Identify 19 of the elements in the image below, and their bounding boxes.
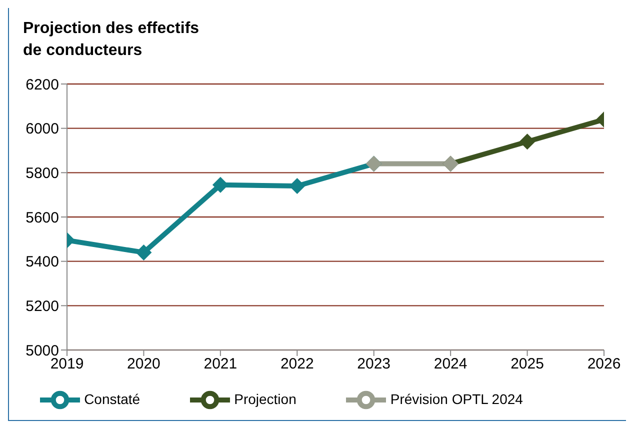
x-tick-label: 2020 — [127, 356, 160, 373]
x-tick-label: 2026 — [587, 356, 621, 373]
point — [136, 244, 152, 260]
x-tick-label: 2022 — [280, 356, 314, 373]
x-tick-label: 2021 — [204, 356, 238, 373]
legend-label: Constaté — [84, 390, 140, 407]
y-tick-label: 5600 — [26, 209, 59, 226]
y-tick-label: 5800 — [26, 164, 59, 182]
y-tick-label: 6000 — [26, 120, 59, 138]
x-tick-label: 2025 — [510, 356, 544, 373]
legend-label: Projection — [234, 390, 296, 407]
chart-title: Projection des effectifs de conducteurs — [23, 19, 200, 61]
x-tick-label: 2024 — [434, 356, 468, 373]
y-tick-label: 5200 — [26, 298, 59, 315]
x-tick-label: 2023 — [357, 356, 391, 373]
y-tick-label: 6200 — [26, 76, 59, 94]
y-tick-label: 5400 — [26, 254, 59, 271]
legend-label: Prévision OPTL 2024 — [390, 390, 523, 407]
point — [289, 178, 306, 194]
